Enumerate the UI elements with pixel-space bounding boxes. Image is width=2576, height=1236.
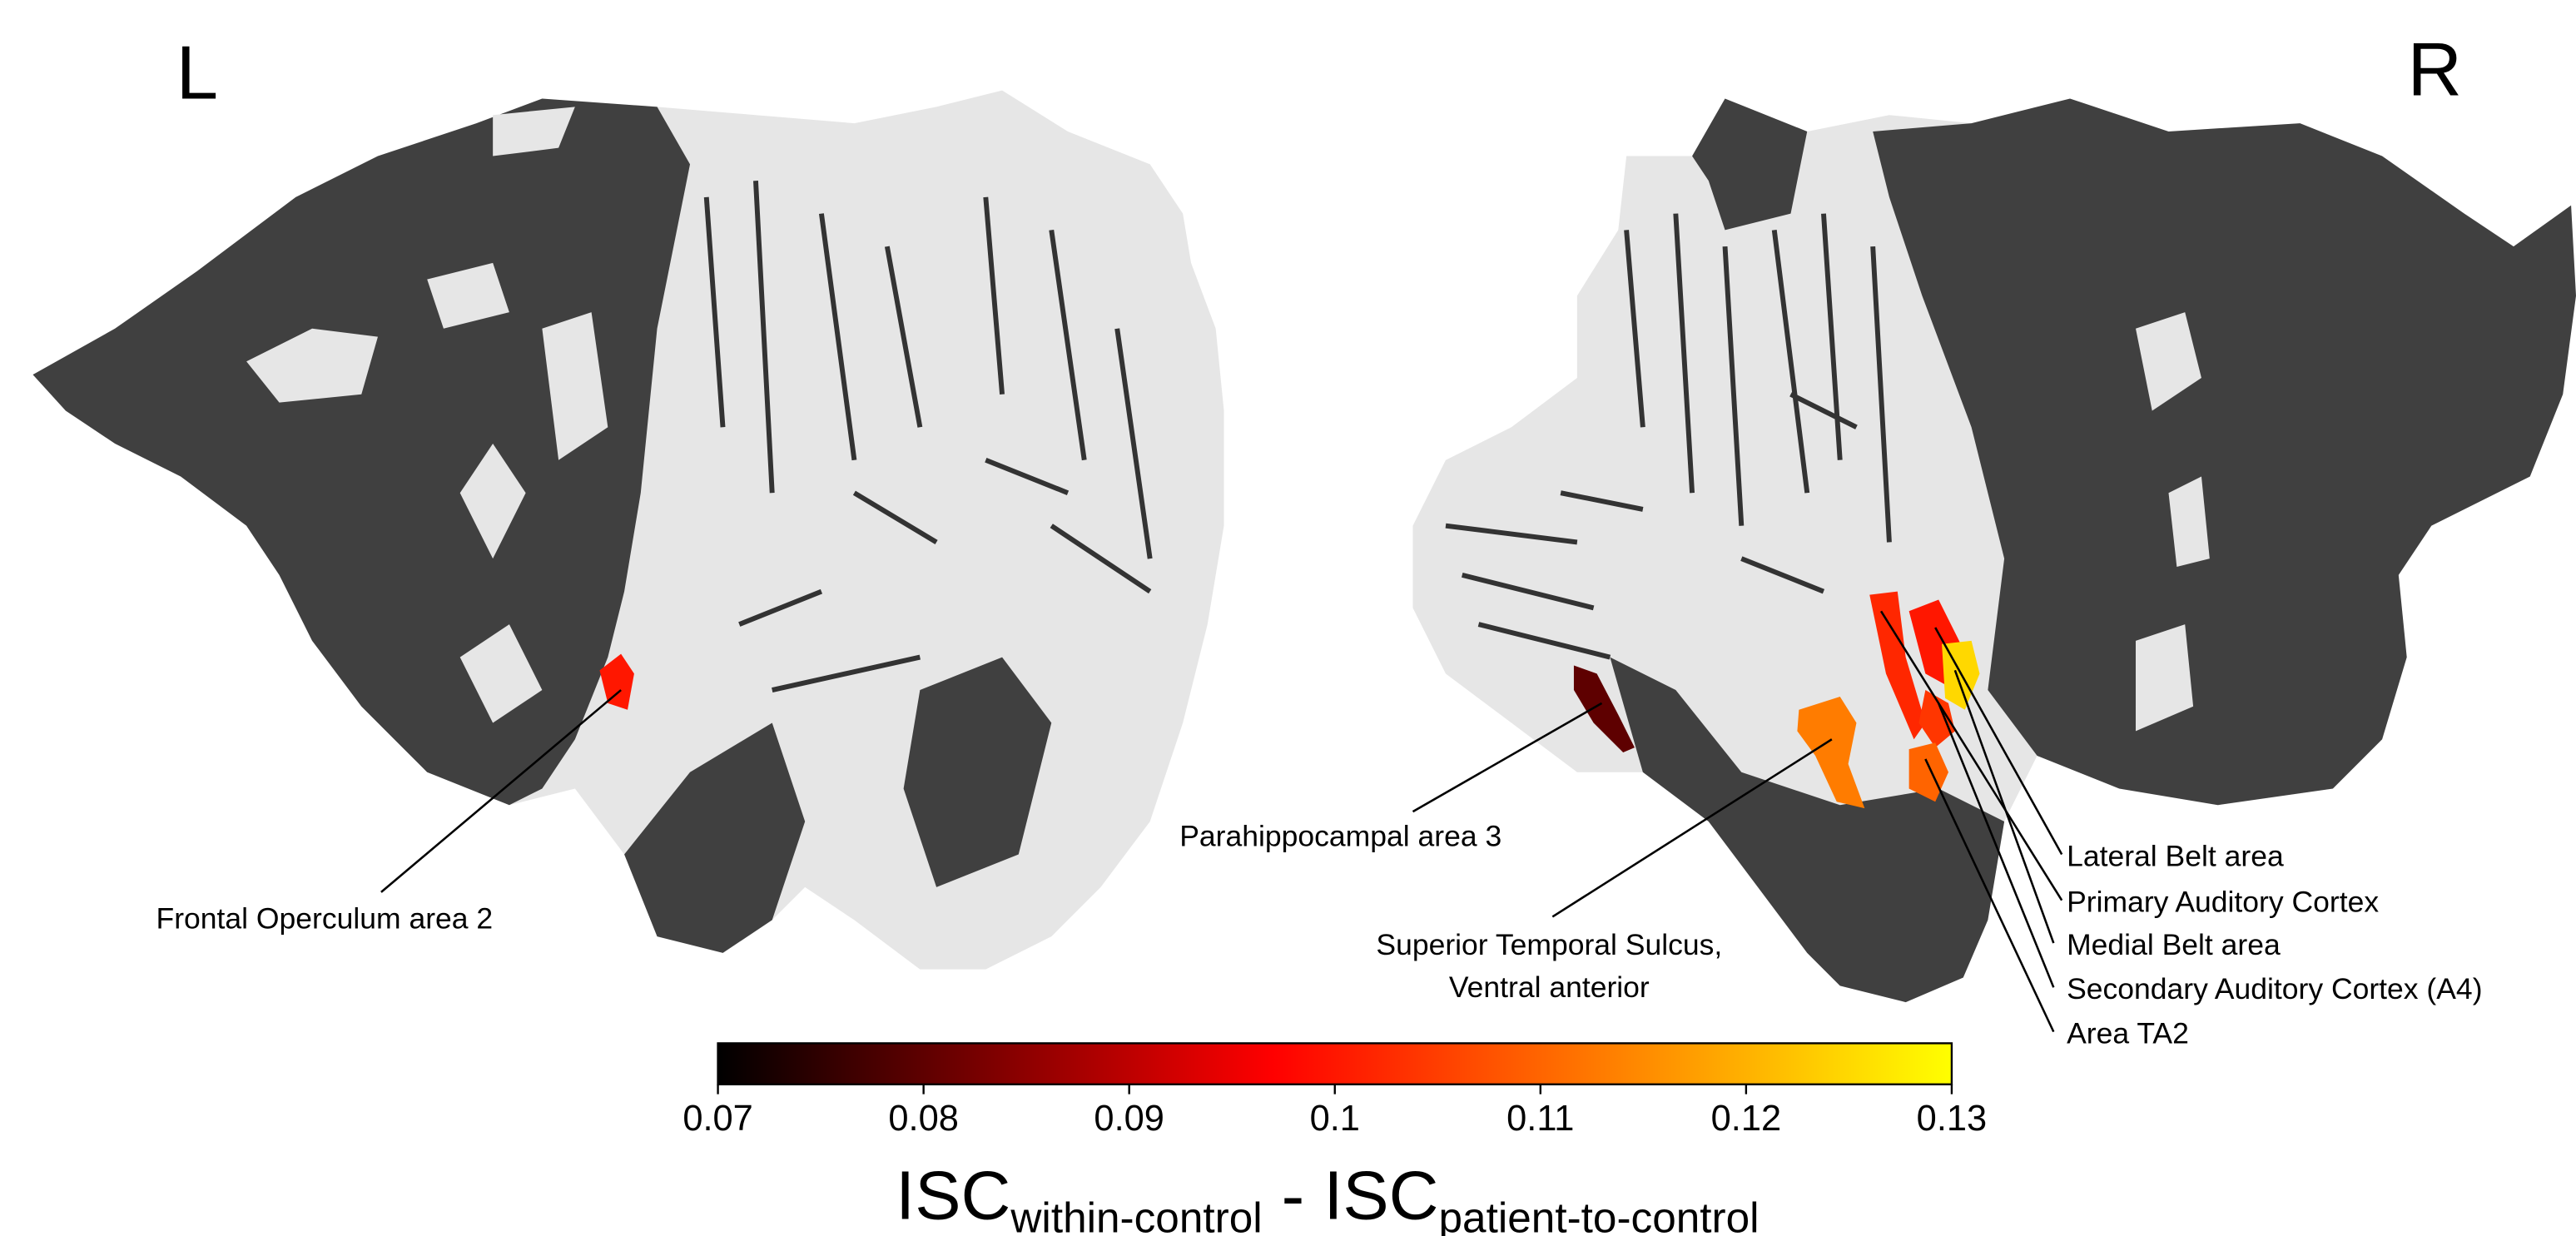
region-label: Frontal Operculum area 2 xyxy=(156,901,494,935)
region-label: Parahippocampal area 3 xyxy=(1179,820,1501,853)
label-part: - xyxy=(1263,1157,1324,1234)
tick-label: 0.07 xyxy=(682,1099,752,1139)
colorbar-label: ISCwithin-control - ISCpatient-to-contro… xyxy=(896,1157,1759,1236)
label-part: ISC xyxy=(896,1157,1010,1234)
right-hemisphere xyxy=(1413,98,2576,1002)
region-label: Area TA2 xyxy=(2067,1016,2189,1050)
hemisphere-label: R xyxy=(2407,28,2462,112)
figure: L R Frontal Operculum area 2 Parahippoca… xyxy=(0,0,2576,1236)
label-part: ISC xyxy=(1323,1157,1438,1234)
colorbar-gradient xyxy=(718,1043,1952,1084)
left-hemisphere xyxy=(32,91,1223,970)
region-label: Secondary Auditory Cortex (A4) xyxy=(2067,972,2482,1005)
tick-label: 0.12 xyxy=(1711,1099,1781,1139)
page: L R Frontal Operculum area 2 Parahippoca… xyxy=(0,0,2576,1236)
tick-label: 0.11 xyxy=(1506,1099,1574,1139)
tick-label: 0.08 xyxy=(888,1099,958,1139)
label-subscript: patient-to-control xyxy=(1439,1194,1760,1236)
tick-label: 0.09 xyxy=(1094,1099,1164,1139)
region-label: Lateral Belt area xyxy=(2067,839,2284,872)
region-label: Ventral anterior xyxy=(1449,970,1650,1004)
region-label: Primary Auditory Cortex xyxy=(2067,886,2379,919)
tick-label: 0.13 xyxy=(1917,1099,1987,1139)
region-label: Superior Temporal Sulcus, xyxy=(1376,928,1722,961)
colorbar: 0.07 0.08 0.09 0.1 0.11 0.12 0.13 xyxy=(682,1043,1987,1139)
label-subscript: within-control xyxy=(1010,1194,1262,1236)
tick-label: 0.1 xyxy=(1310,1099,1360,1139)
hemisphere-label: L xyxy=(176,31,218,115)
region-label: Medial Belt area xyxy=(2067,928,2281,961)
